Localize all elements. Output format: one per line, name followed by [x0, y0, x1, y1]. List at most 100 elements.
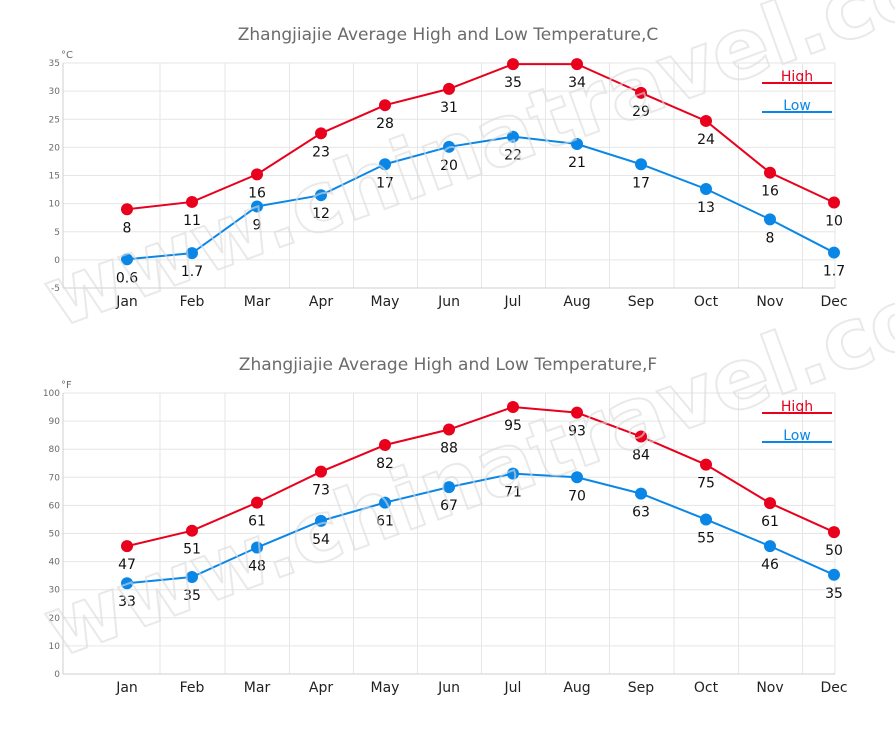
data-point-low	[379, 158, 391, 171]
data-point-low	[571, 471, 583, 484]
y-tick-label: 70	[49, 473, 61, 483]
y-tick-label: 30	[49, 586, 61, 596]
data-label-low: 33	[118, 594, 136, 610]
data-label-high: 82	[376, 456, 394, 472]
data-label-high: 11	[183, 213, 201, 229]
data-label-high: 8	[123, 220, 132, 236]
series-line-high	[126, 406, 835, 548]
data-point-high	[315, 127, 327, 140]
data-point-high	[828, 196, 840, 209]
x-tick-label: Jul	[504, 294, 522, 310]
y-tick-label: 20	[49, 614, 61, 624]
data-label-low: 63	[632, 505, 650, 521]
data-point-high	[507, 401, 519, 414]
y-tick-label: 50	[49, 530, 61, 540]
data-label-low: 13	[697, 200, 715, 216]
data-label-low: 9	[253, 217, 262, 233]
y-tick-label: 20	[49, 143, 61, 153]
data-label-low: 61	[376, 514, 394, 530]
data-label-low: 0.6	[116, 270, 138, 286]
x-tick-label: Nov	[756, 294, 783, 310]
data-point-low	[507, 130, 519, 143]
data-point-high	[764, 497, 776, 510]
data-point-low	[315, 189, 327, 202]
data-label-high: 51	[183, 542, 201, 558]
data-label-low: 48	[248, 559, 266, 575]
y-tick-label: 10	[49, 200, 61, 210]
legend-label-high: High	[781, 399, 813, 415]
data-point-low	[443, 140, 455, 153]
data-point-high	[507, 58, 519, 71]
data-point-high	[379, 99, 391, 112]
x-tick-label: Dec	[820, 294, 847, 310]
data-label-high: 73	[312, 483, 330, 499]
data-point-low	[507, 467, 519, 480]
x-tick-label: Jan	[115, 680, 138, 696]
data-point-high	[186, 195, 198, 208]
data-label-high: 34	[568, 75, 586, 91]
data-label-high: 95	[504, 418, 522, 434]
data-label-high: 84	[632, 448, 650, 464]
data-point-high	[571, 58, 583, 71]
data-point-high	[186, 524, 198, 537]
data-point-low	[315, 514, 327, 527]
data-label-low: 17	[376, 175, 394, 191]
data-label-high: 31	[440, 100, 458, 116]
y-tick-label: 100	[43, 389, 60, 399]
data-point-low	[251, 541, 263, 554]
data-point-high	[443, 423, 455, 436]
y-tick-label: 0	[54, 670, 60, 680]
y-tick-label: 5	[54, 228, 60, 238]
data-point-low	[443, 481, 455, 494]
series-line-low	[126, 472, 835, 585]
data-label-low: 17	[632, 175, 650, 191]
x-tick-label: Mar	[244, 294, 271, 310]
data-point-low	[121, 253, 133, 266]
x-tick-label: Apr	[309, 294, 333, 310]
x-tick-label: Dec	[820, 680, 847, 696]
x-tick-label: Feb	[180, 294, 205, 310]
data-label-low: 20	[440, 158, 458, 174]
data-label-low: 46	[761, 557, 779, 573]
data-label-low: 70	[568, 488, 586, 504]
data-point-high	[635, 86, 647, 99]
data-label-high: 50	[825, 543, 843, 559]
data-label-high: 47	[118, 557, 136, 573]
data-point-high	[828, 526, 840, 539]
chart-title: Zhangjiajie Average High and Low Tempera…	[238, 25, 659, 45]
data-point-low	[379, 496, 391, 509]
legend-label-high: High	[781, 69, 813, 85]
data-label-high: 16	[248, 185, 266, 201]
data-point-high	[571, 406, 583, 419]
legend-label-low: Low	[783, 428, 811, 444]
y-tick-label: 10	[49, 642, 61, 652]
y-unit-label: °F	[61, 380, 72, 391]
series-line-high	[126, 63, 835, 211]
x-tick-label: May	[371, 680, 400, 696]
chart-title: Zhangjiajie Average High and Low Tempera…	[239, 355, 657, 375]
x-tick-label: May	[371, 294, 400, 310]
data-point-high	[764, 166, 776, 179]
legend-label-low: Low	[783, 98, 811, 114]
data-point-high	[635, 430, 647, 443]
data-label-high: 10	[825, 214, 843, 230]
x-tick-label: Mar	[244, 680, 271, 696]
data-label-low: 1.7	[823, 264, 845, 280]
data-point-low	[251, 200, 263, 213]
data-point-high	[251, 496, 263, 509]
data-point-low	[828, 246, 840, 259]
data-point-high	[443, 82, 455, 95]
data-point-low	[571, 138, 583, 150]
data-point-low	[635, 158, 647, 171]
x-tick-label: Jan	[115, 294, 138, 310]
data-label-high: 61	[761, 514, 779, 530]
data-label-high: 93	[568, 424, 586, 440]
data-label-low: 55	[697, 530, 715, 546]
data-point-low	[828, 568, 840, 581]
data-label-low: 21	[568, 155, 586, 171]
series-line-low	[126, 135, 835, 261]
x-tick-label: Jul	[504, 680, 522, 696]
data-label-high: 35	[504, 75, 522, 91]
data-point-low	[635, 487, 647, 500]
